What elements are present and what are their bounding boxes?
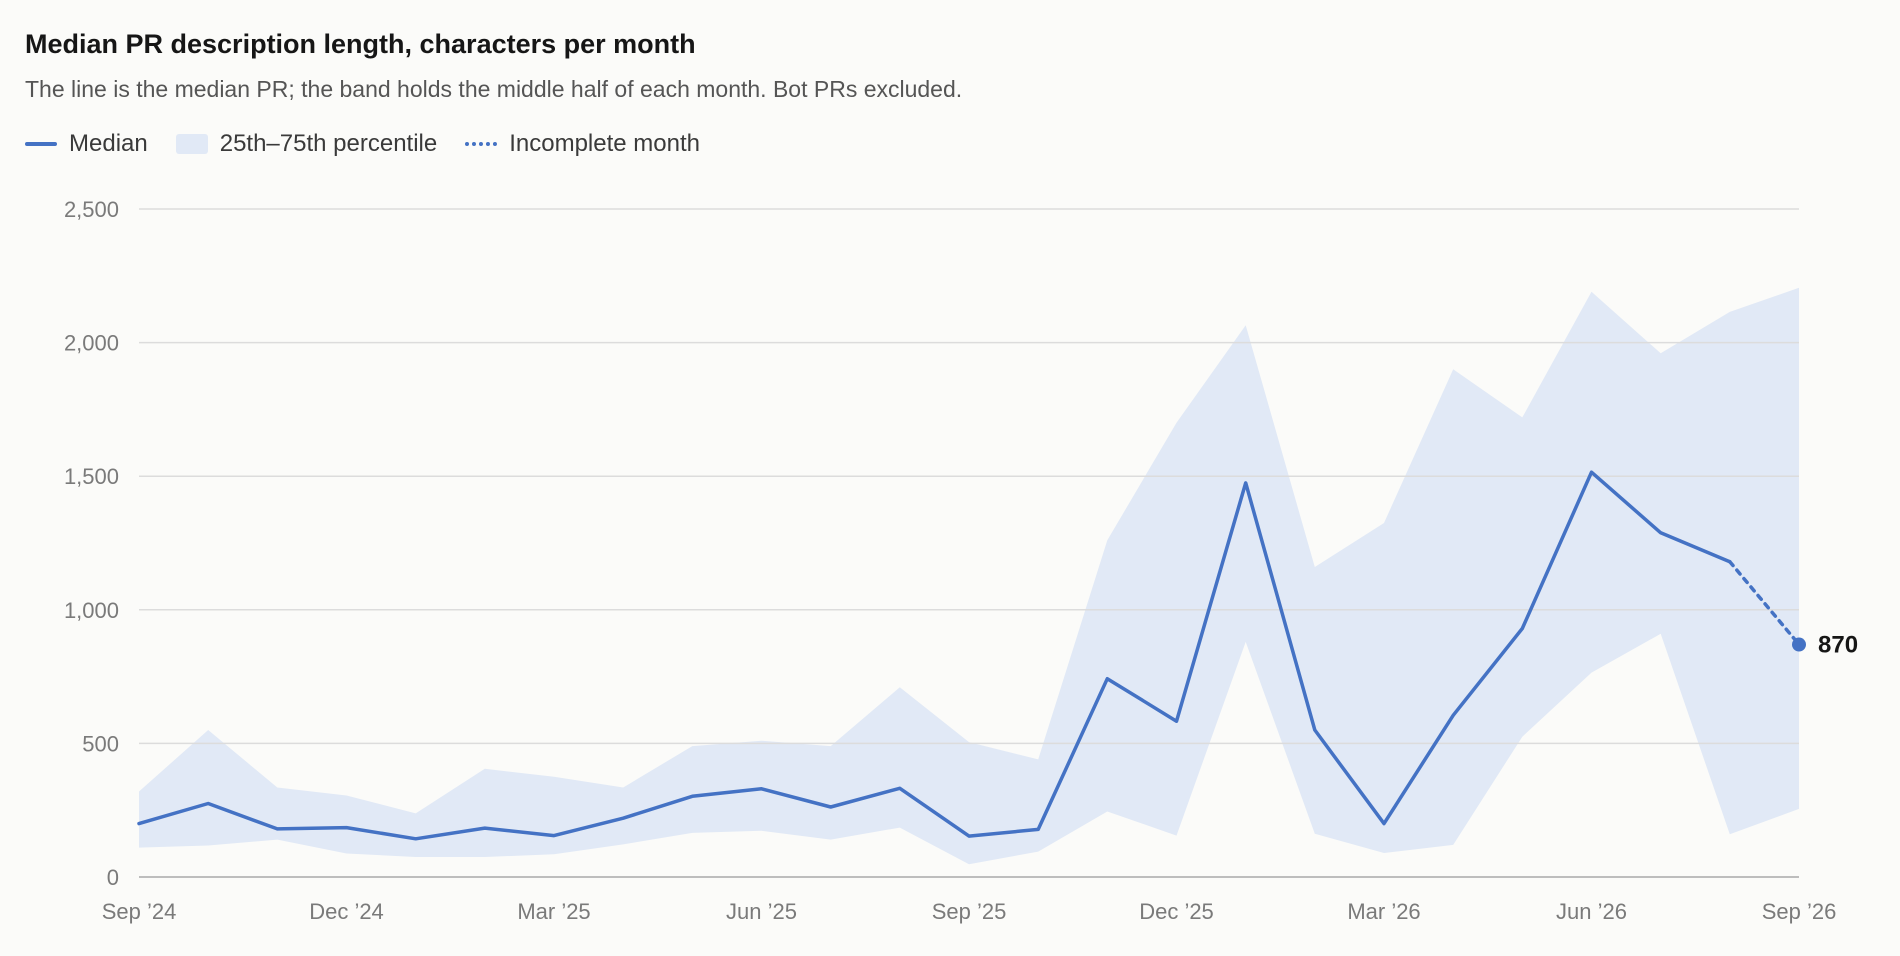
x-tick-label-2025-09: Sep ’25 — [932, 899, 1007, 924]
x-tick-label-2024-12: Dec ’24 — [309, 899, 384, 924]
x-tick-label-2026-09: Sep ’26 — [1762, 899, 1837, 924]
legend-item-median: Median — [25, 130, 148, 158]
legend-label-median: Median — [69, 130, 148, 157]
median-line-swatch — [25, 142, 57, 146]
y-tick-label-2000: 2,000 — [64, 331, 119, 356]
x-tick-label-2025-03: Mar ’25 — [517, 899, 590, 924]
median-line-incomplete — [1728, 559, 1801, 647]
y-tick-label-0: 0 — [107, 865, 119, 890]
median-line — [137, 470, 1732, 841]
y-tick-label-500: 500 — [82, 731, 119, 756]
chart-subtitle: The line is the median PR; the band hold… — [25, 76, 963, 102]
x-tick-label-2025-06: Jun ’25 — [726, 899, 797, 924]
y-tick-label-1000: 1,000 — [64, 598, 119, 623]
chart-legend: Median 25th–75th percentile Incomplete m… — [25, 130, 700, 158]
x-tick-label-2026-03: Mar ’26 — [1347, 899, 1420, 924]
x-tick-label-2026-06: Jun ’26 — [1556, 899, 1627, 924]
end-point-marker — [1792, 637, 1806, 652]
percentile-band — [139, 287, 1799, 865]
dotted-line-swatch — [465, 142, 498, 146]
legend-item-incomplete: Incomplete month — [465, 130, 700, 158]
chart-title: Median PR description length, characters… — [25, 29, 696, 59]
percentile-band-swatch — [175, 134, 208, 154]
legend-label-band: 25th–75th percentile — [219, 130, 438, 157]
legend-item-band: 25th–75th percentile — [175, 130, 438, 158]
y-tick-label-2500: 2,500 — [64, 197, 119, 222]
y-tick-label-1500: 1,500 — [64, 464, 119, 489]
end-point-label: 870 — [1818, 632, 1858, 659]
legend-label-incomplete: Incomplete month — [509, 130, 700, 157]
x-tick-label-2024-09: Sep ’24 — [102, 899, 177, 924]
x-tick-label-2025-12: Dec ’25 — [1139, 899, 1214, 924]
